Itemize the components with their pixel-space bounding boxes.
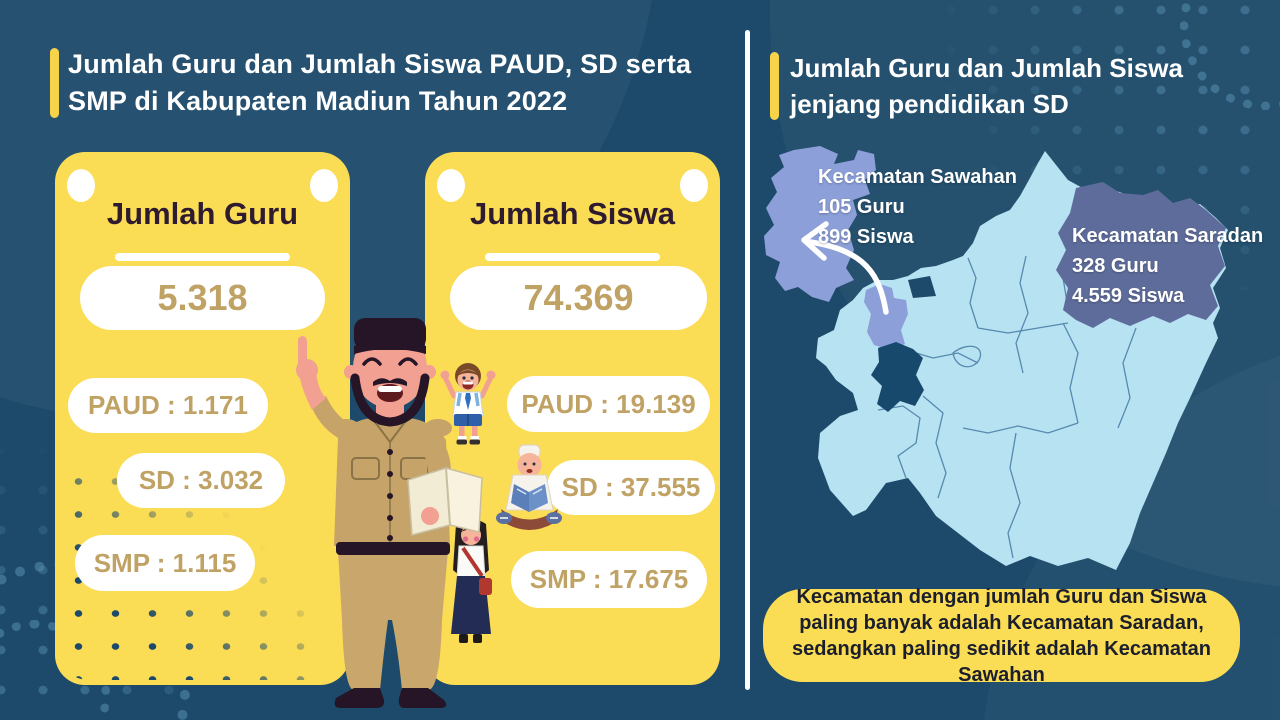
guru-paud-pill: PAUD : 1.171: [68, 378, 268, 433]
card-hole-right: [680, 169, 708, 202]
siswa-paud-pill: PAUD : 19.139: [507, 376, 710, 432]
title-accent-bar: [50, 48, 59, 118]
guru-smp-pill: SMP : 1.115: [75, 535, 255, 591]
siswa-card-title: Jumlah Siswa: [469, 196, 676, 231]
siswa-card: Jumlah Siswa 74.369 PAUD : 19.139 SD : 3…: [425, 152, 720, 685]
guru-total-pill: 5.318: [80, 266, 325, 330]
section-divider: [745, 30, 750, 690]
card-hole-right: [310, 169, 338, 202]
guru-sd-pill: SD : 3.032: [117, 453, 285, 508]
page-title: Jumlah Guru dan Jumlah Siswa PAUD, SD se…: [68, 49, 692, 116]
map-arrow: [801, 221, 889, 315]
map-region-sawahan: [864, 284, 908, 350]
saradan-name: Kecamatan Saradan: [1072, 225, 1264, 247]
kabupaten-madiun-map: [758, 138, 1270, 585]
card-hole-left: [67, 169, 95, 202]
siswa-total-pill: 74.369: [450, 266, 707, 330]
map-region-saradan: [1056, 182, 1226, 328]
siswa-smp-pill: SMP : 17.675: [511, 551, 707, 608]
saradan-guru: 328 Guru: [1072, 255, 1159, 277]
conclusion-note-text: Kecamatan dengan jumlah Guru dan Siswa p…: [791, 585, 1212, 686]
map-section-title: Jumlah Guru dan Jumlah Siswa jenjang pen…: [790, 53, 1183, 119]
conclusion-note-box: Kecamatan dengan jumlah Guru dan Siswa p…: [763, 586, 1240, 686]
siswa-sd-pill: SD : 37.555: [547, 460, 715, 515]
title-accent-bar: [770, 52, 779, 120]
saradan-siswa: 4.559 Siswa: [1072, 285, 1185, 307]
sawahan-name: Kecamatan Sawahan: [818, 166, 1017, 188]
title-underline: [485, 253, 660, 261]
title-underline: [115, 253, 290, 261]
map-region-dark: [871, 342, 924, 412]
sawahan-guru: 105 Guru: [818, 196, 905, 218]
guru-card-title: Jumlah Guru: [106, 196, 299, 231]
sawahan-label: Kecamatan Sawahan 105 Guru 899 Siswa: [818, 162, 1017, 252]
guru-card: Jumlah Guru 5.318 PAUD : 1.171 SD : 3.03…: [55, 152, 350, 685]
saradan-label: Kecamatan Saradan 328 Guru 4.559 Siswa: [1072, 221, 1263, 311]
map-sawahan-inset: [764, 146, 876, 302]
sawahan-siswa: 899 Siswa: [818, 226, 914, 248]
card-hole-left: [437, 169, 465, 202]
